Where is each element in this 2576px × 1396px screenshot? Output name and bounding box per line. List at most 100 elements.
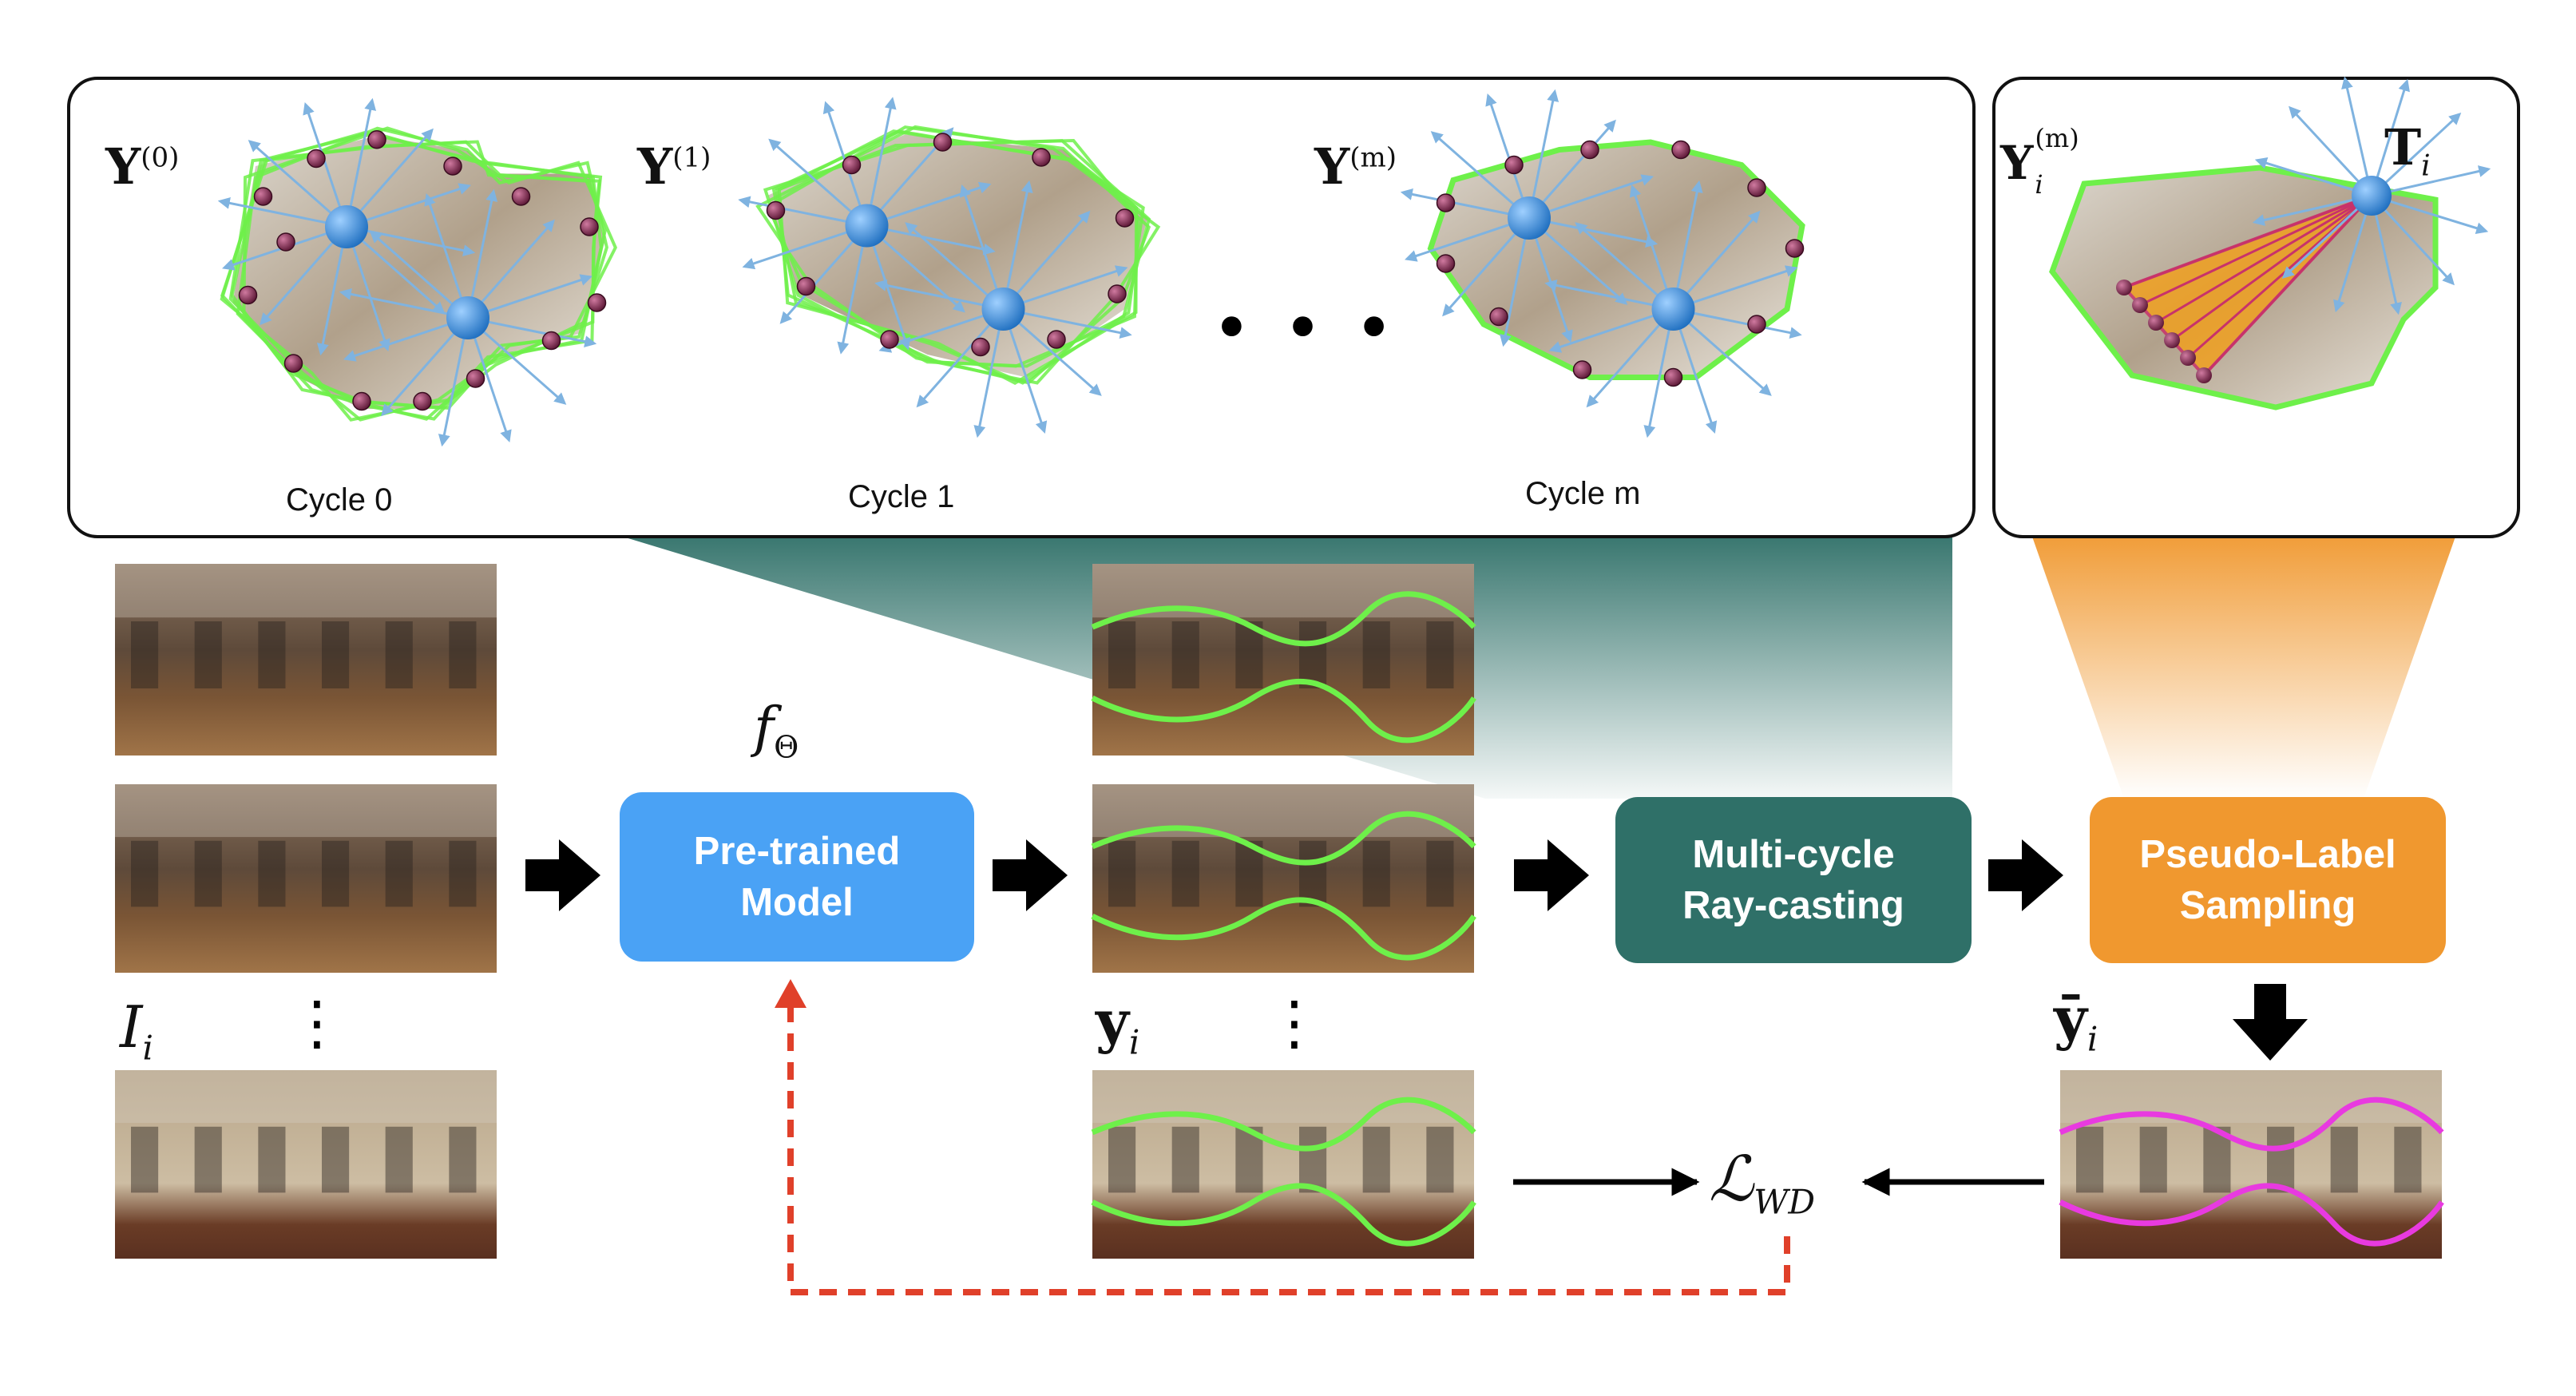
furniture: [1362, 1126, 1390, 1193]
boundary-point: [276, 232, 295, 252]
boundary-point: [880, 330, 899, 349]
boundary-point: [2132, 297, 2148, 313]
furniture: [131, 621, 159, 688]
layout-boundary: [2049, 165, 2439, 410]
boundary-point: [1785, 239, 1805, 258]
room-point-clouds: [217, 76, 2491, 447]
pretrained-model-label: Pre-trained Model: [693, 830, 901, 924]
boundary-point: [413, 391, 432, 411]
arrow-to-raycasting: [1514, 839, 1589, 911]
layout-line-top: [1091, 1097, 1476, 1152]
ray: [2289, 105, 2373, 197]
boundary-point: [971, 337, 990, 357]
sampled-ray: [2155, 194, 2372, 324]
boundary-point: [1436, 193, 1456, 212]
furniture: [194, 840, 222, 907]
pseudo-label-room: [2049, 76, 2491, 410]
sampled-ray: [2139, 194, 2372, 307]
cycle-label-1: Cycle 1: [848, 479, 955, 514]
boundary-point: [352, 391, 371, 411]
sampled-ray: [2202, 194, 2373, 377]
panorama-image: [115, 564, 497, 756]
furniture: [1299, 1126, 1327, 1193]
ray: [2371, 165, 2491, 197]
boundary-point: [1572, 360, 1592, 379]
camera-sphere: [845, 204, 889, 248]
layout-line-bottom: [1091, 897, 1476, 961]
furniture: [258, 1126, 286, 1193]
furniture: [1171, 621, 1199, 688]
layout-boundary: [771, 129, 1145, 385]
furniture: [449, 1126, 477, 1193]
furniture: [1171, 1126, 1199, 1193]
furniture: [1108, 840, 1136, 907]
boundary-point: [466, 369, 485, 388]
boundary-point: [1671, 140, 1690, 160]
prediction-label: yi: [1096, 987, 1140, 1062]
cycle-label-m: Cycle m: [1525, 476, 1641, 511]
camera-sphere: [2352, 176, 2392, 216]
arrow-from-model: [993, 839, 1068, 911]
boundary-point: [766, 200, 786, 220]
camera-sphere: [325, 205, 368, 248]
ray: [2370, 194, 2455, 286]
boundary-point: [283, 354, 303, 373]
boundary-point: [307, 149, 326, 169]
sampling-box: [2090, 797, 2446, 963]
furniture: [194, 1126, 222, 1193]
room-cloud: [738, 97, 1161, 438]
model-symbol: fΘ: [754, 696, 799, 765]
panorama-thumbnails: [115, 564, 2444, 1259]
boundary-point: [1436, 254, 1456, 273]
ceiling: [115, 1070, 497, 1124]
camera-sphere: [1651, 288, 1695, 331]
boundary-point: [1663, 367, 1683, 387]
feedback-dashed-arrow: [787, 994, 1790, 1295]
boundary-point: [1747, 315, 1766, 334]
furniture: [1299, 840, 1327, 907]
input-label: Ii: [120, 993, 153, 1068]
pred-pano-2: [1091, 784, 1476, 973]
pretrained-model-box: [620, 792, 974, 962]
layout-line-top: [1091, 811, 1476, 866]
furniture: [322, 1126, 350, 1193]
feedback-arrow-head: [775, 979, 806, 1008]
ceiling: [115, 564, 497, 618]
furniture: [385, 621, 413, 688]
furniture: [1362, 840, 1390, 907]
boundary-point: [1580, 140, 1599, 160]
transform-label: Ti: [2384, 118, 2431, 183]
room-floor: [232, 136, 604, 409]
orange-gradient-connector: [2032, 537, 2455, 799]
ceiling: [115, 784, 497, 838]
loss-label: ℒWD: [1709, 1144, 1816, 1222]
cycle-label-0: Cycle 0: [286, 482, 393, 518]
layout-line-bottom: [2059, 1183, 2444, 1247]
boundary-point: [253, 187, 273, 206]
furniture: [2076, 1126, 2104, 1193]
input-vertical-dots: ⋮: [287, 989, 347, 1057]
room-cloud: [217, 97, 617, 447]
boundary-point: [580, 217, 599, 236]
sampling-label: Pseudo-Label Sampling: [2139, 833, 2396, 927]
boundary-point: [587, 293, 607, 312]
pred-pano-3: [1091, 1070, 1476, 1259]
furniture: [1426, 1126, 1454, 1193]
furniture: [1362, 621, 1390, 688]
cycles-ellipsis: • • •: [1214, 295, 1400, 361]
pred-pano-1: [1091, 564, 1476, 756]
arrow-to-sampling: [1988, 839, 2063, 911]
boundary-point: [1504, 155, 1524, 175]
layout-line-bottom: [1091, 678, 1476, 744]
furniture: [2394, 1126, 2422, 1193]
pseudo-pano: [2059, 1070, 2444, 1259]
raycasting-box: [1615, 797, 1972, 963]
set-label-ray: Y (m) i: [2000, 123, 2079, 200]
furniture: [258, 840, 286, 907]
furniture: [385, 1126, 413, 1193]
layout-boundary: [1427, 139, 1805, 380]
boundary-point: [2180, 350, 2196, 366]
furniture: [131, 840, 159, 907]
ray: [2252, 194, 2372, 226]
furniture: [1108, 621, 1136, 688]
